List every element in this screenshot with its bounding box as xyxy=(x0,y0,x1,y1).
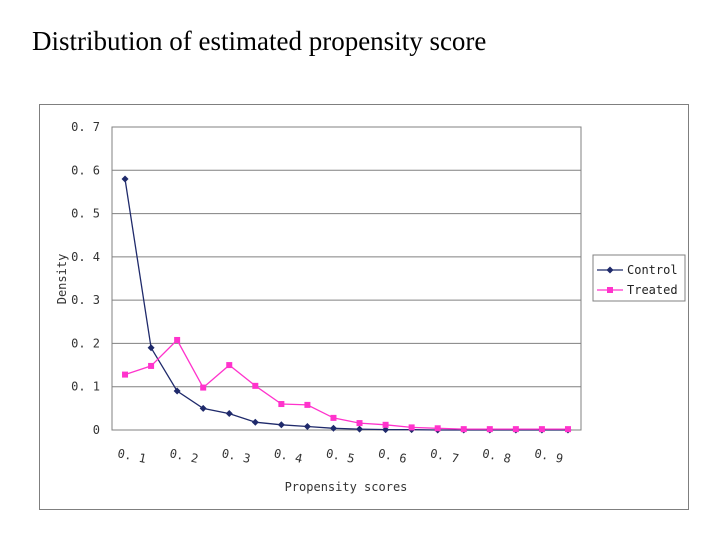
legend-marker-treated xyxy=(607,287,613,293)
data-point-treated xyxy=(356,420,363,427)
data-point-treated xyxy=(330,414,337,421)
x-tick-label: 0. 8 xyxy=(481,446,512,466)
legend: Control Treated xyxy=(592,254,686,302)
data-point-control xyxy=(121,175,129,183)
legend-box xyxy=(592,254,686,302)
data-point-control xyxy=(199,404,207,412)
data-point-treated xyxy=(304,401,311,408)
plot-area xyxy=(111,126,582,431)
y-tick-label: 0. 7 xyxy=(71,120,100,134)
x-tick-label: 0. 5 xyxy=(325,446,356,466)
grid-lines xyxy=(112,169,581,388)
data-point-control xyxy=(147,344,155,352)
series-line-treated xyxy=(124,338,568,430)
data-point-treated xyxy=(278,401,285,408)
data-point-treated xyxy=(122,371,129,378)
y-tick-label: 0. 2 xyxy=(71,336,100,350)
legend-label-control: Control xyxy=(627,263,678,277)
x-tick-label: 0. 3 xyxy=(220,446,251,466)
y-tick-label: 0. 4 xyxy=(71,250,100,264)
y-tick-label: 0. 5 xyxy=(71,207,100,221)
y-tick-label: 0. 1 xyxy=(71,380,100,394)
data-point-control xyxy=(277,421,285,429)
data-point-treated xyxy=(512,426,519,433)
data-point-control xyxy=(225,410,233,418)
x-tick-label: 0. 9 xyxy=(533,446,564,466)
data-point-treated xyxy=(434,425,441,432)
legend-label-treated: Treated xyxy=(627,283,678,297)
y-tick-label: 0 xyxy=(93,423,100,437)
data-point-treated xyxy=(486,426,493,433)
x-tick-label: 0. 2 xyxy=(168,446,199,466)
series-line-control xyxy=(124,178,568,431)
data-point-treated xyxy=(538,426,545,433)
slide-title: Distribution of estimated propensity sco… xyxy=(32,26,487,56)
data-point-control xyxy=(303,423,311,431)
data-point-treated xyxy=(252,382,259,389)
chart-frame: 0 0. 1 0. 2 0. 3 0. 4 0. 5 0. 6 0. 7 0. 1 0. 2 0.… xyxy=(39,104,689,510)
data-point-control xyxy=(173,387,181,395)
data-point-treated xyxy=(200,384,207,391)
data-point-control xyxy=(251,418,259,426)
x-axis-title: Propensity scores xyxy=(285,480,408,494)
legend-marker-control xyxy=(606,266,614,274)
x-tick-labels: 0. 1 0. 2 0. 3 0. 4 0. 5 0. 6 0. 7 0. 8 0. 9 xyxy=(116,446,564,466)
data-point-treated xyxy=(148,362,155,369)
x-tick-label: 0. 6 xyxy=(377,446,408,466)
data-point-control xyxy=(382,426,390,434)
data-point-treated xyxy=(382,421,389,428)
series-lines xyxy=(124,178,568,431)
data-point-control xyxy=(329,424,337,432)
y-tick-label: 0. 6 xyxy=(71,163,100,177)
y-axis-title: Density xyxy=(55,254,69,305)
data-point-treated xyxy=(460,426,467,433)
x-tick-label: 0. 4 xyxy=(273,446,304,466)
y-tick-label: 0. 3 xyxy=(71,293,100,307)
y-tick-labels: 0 0. 1 0. 2 0. 3 0. 4 0. 5 0. 6 0. 7 xyxy=(71,120,100,437)
data-point-control xyxy=(356,425,364,433)
x-tick-label: 0. 7 xyxy=(429,446,460,466)
x-tick-label: 0. 1 xyxy=(116,446,147,466)
data-point-treated xyxy=(564,426,571,433)
chart-svg: 00. 10. 20. 30. 40. 50. 60. 7 0. 1 0. 2 0.… xyxy=(55,120,686,494)
data-point-treated xyxy=(408,424,415,431)
data-point-treated xyxy=(174,336,181,343)
series-markers xyxy=(121,175,572,434)
data-point-treated xyxy=(226,362,233,369)
